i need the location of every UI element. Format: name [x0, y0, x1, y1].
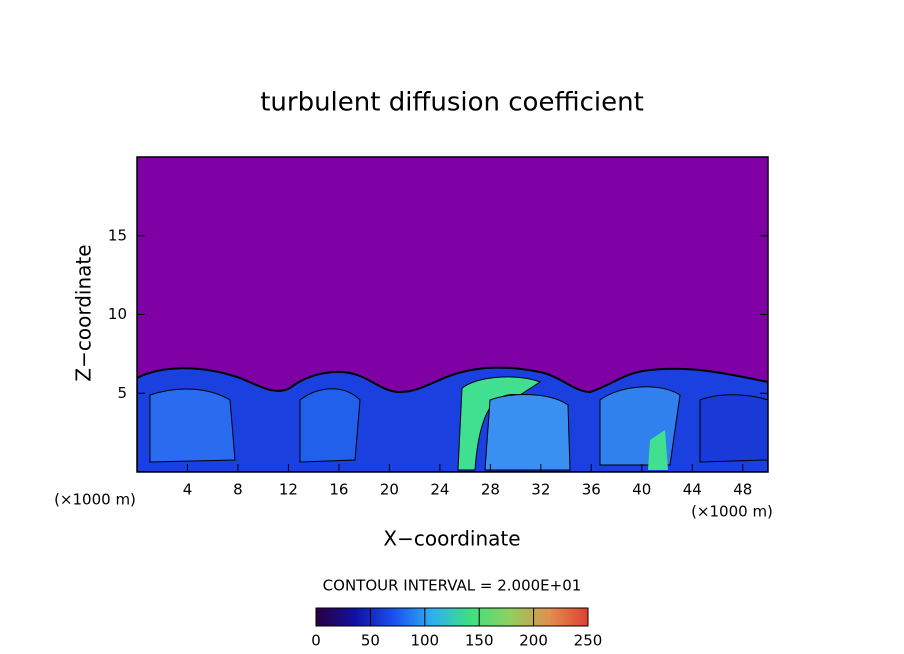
y-tick-label: 15 — [108, 226, 127, 244]
colorbar-tick-label: 100 — [410, 632, 439, 650]
contour-region — [599, 386, 681, 466]
contour-interval: CONTOUR INTERVAL = 2.000E+01 — [323, 577, 582, 595]
x-tick-label: 44 — [683, 481, 702, 499]
y-tick-label: 10 — [108, 305, 127, 323]
y-axis-label: Z−coordinate — [72, 244, 96, 381]
x-tick-label: 40 — [632, 481, 651, 499]
x-tick-label: 48 — [733, 481, 752, 499]
contour-region — [149, 388, 236, 463]
colorbar-tick-label: 250 — [574, 632, 603, 650]
x-tick-label: 8 — [233, 481, 243, 499]
contour-field — [137, 157, 768, 472]
x-tick-label: 20 — [380, 481, 399, 499]
colorbar-tick-label: 200 — [519, 632, 548, 650]
contour-region — [484, 394, 571, 471]
x-tick-label: 32 — [531, 481, 550, 499]
x-tick-label: 16 — [329, 481, 348, 499]
contour-region — [648, 430, 668, 470]
x-tick-label: 24 — [430, 481, 449, 499]
unit-label: (×1000 m) — [54, 491, 136, 509]
x-tick-label: 28 — [481, 481, 500, 499]
contour-region — [699, 394, 768, 463]
colorbar-tick-label: 150 — [465, 632, 494, 650]
colorbar-tick-label: 0 — [311, 632, 321, 650]
colorbar — [315, 607, 589, 627]
x-tick-label: 12 — [279, 481, 298, 499]
contour-region — [299, 388, 361, 463]
colorbar-tick-label: 50 — [361, 632, 380, 650]
x-tick-label: 4 — [183, 481, 193, 499]
x-axis-label: X−coordinate — [383, 527, 520, 551]
unit-label: (×1000 m) — [691, 503, 773, 521]
y-tick-label: 5 — [117, 384, 127, 402]
chart-title: turbulent diffusion coefficient — [260, 88, 644, 118]
x-tick-label: 36 — [582, 481, 601, 499]
